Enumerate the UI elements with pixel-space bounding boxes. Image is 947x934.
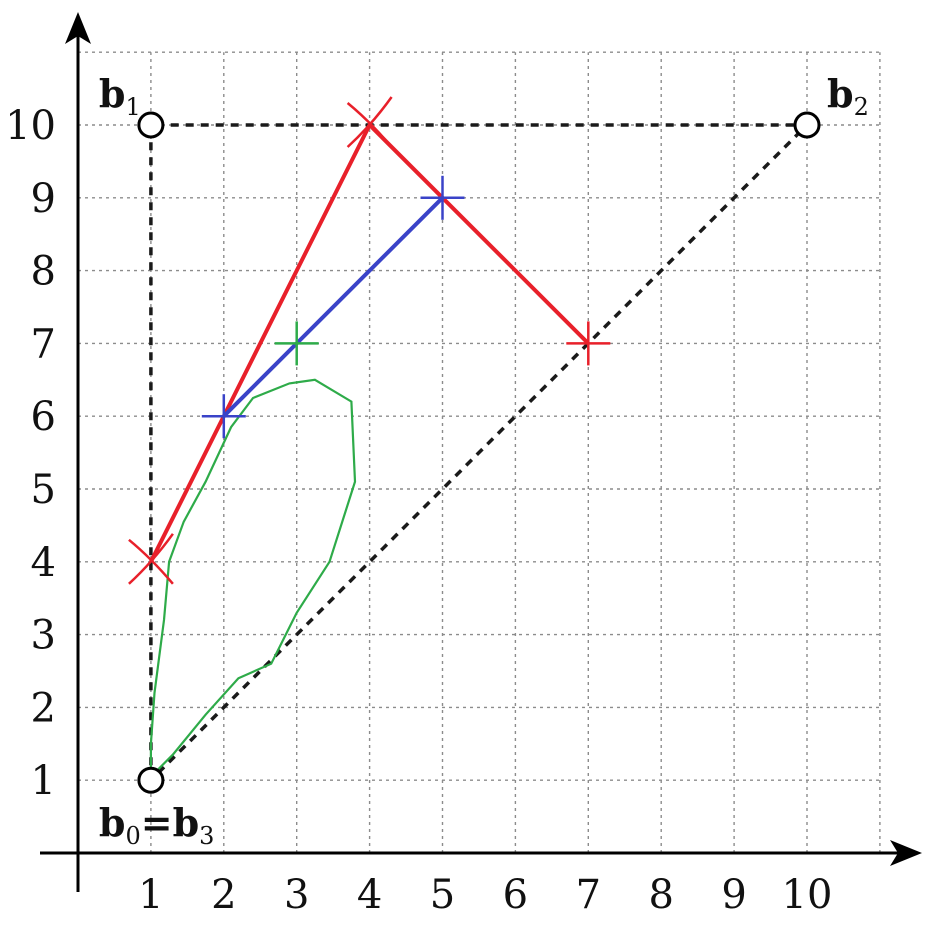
red-cross-mark-start-stroke-b bbox=[128, 533, 174, 585]
label-b0-equals-b3: b0=b3 bbox=[99, 800, 215, 850]
x-tick-label-1: 1 bbox=[138, 872, 163, 918]
control-points bbox=[137, 111, 821, 794]
y-tick-label-5: 5 bbox=[31, 467, 56, 513]
grid bbox=[78, 51, 881, 853]
cross-marks bbox=[128, 96, 611, 585]
red-cross-mark-peak bbox=[346, 96, 393, 148]
y-tick-label-10: 10 bbox=[5, 103, 56, 149]
control-polygon-dashed bbox=[149, 123, 812, 782]
y-tick-label-2: 2 bbox=[31, 685, 56, 731]
red-polyline bbox=[149, 121, 590, 563]
control-point-b03 bbox=[137, 766, 165, 794]
red-cross-mark-start bbox=[128, 533, 174, 585]
label-b2: b2 bbox=[827, 71, 869, 121]
x-axis-arrowhead bbox=[890, 840, 922, 866]
x-tick-label-9: 9 bbox=[721, 872, 746, 918]
y-tick-label-1: 1 bbox=[31, 758, 56, 804]
red-cross-mark-peak-stroke-b bbox=[346, 96, 393, 148]
blue-cross-mark-end bbox=[420, 175, 465, 220]
green-curve bbox=[149, 378, 357, 778]
red-cross-mark-end bbox=[566, 321, 611, 366]
blue-segment bbox=[222, 196, 444, 418]
y-tick-label-8: 8 bbox=[31, 249, 56, 295]
x-tick-label-8: 8 bbox=[648, 872, 673, 918]
y-tick-label-6: 6 bbox=[31, 394, 56, 440]
x-tick-label-5: 5 bbox=[430, 872, 455, 918]
axes bbox=[40, 12, 922, 892]
y-tick-label-7: 7 bbox=[31, 321, 56, 367]
control-point-b2 bbox=[793, 111, 821, 139]
x-tick-label-6: 6 bbox=[503, 872, 528, 918]
control-polygon bbox=[149, 123, 812, 782]
control-point-b1 bbox=[137, 111, 165, 139]
x-tick-label-4: 4 bbox=[357, 872, 382, 918]
x-tick-label-2: 2 bbox=[211, 872, 236, 918]
y-tick-label-3: 3 bbox=[31, 613, 56, 659]
blue-cross-mark-start bbox=[201, 394, 246, 439]
x-tick-label-3: 3 bbox=[284, 872, 309, 918]
x-tick-label-10: 10 bbox=[782, 872, 833, 918]
x-tick-label-7: 7 bbox=[576, 872, 601, 918]
y-tick-label-4: 4 bbox=[31, 540, 56, 586]
tick-labels: 1 2 3 4 5 6 7 8 9 10 1 2 3 4 5 6 7 8 9 10 bbox=[5, 103, 832, 918]
green-cross-mark bbox=[274, 321, 319, 366]
y-tick-label-9: 9 bbox=[31, 176, 56, 222]
point-labels: b1 b2 b0=b3 bbox=[99, 71, 869, 850]
label-b1: b1 bbox=[99, 71, 141, 121]
y-axis-arrowhead bbox=[65, 12, 91, 44]
